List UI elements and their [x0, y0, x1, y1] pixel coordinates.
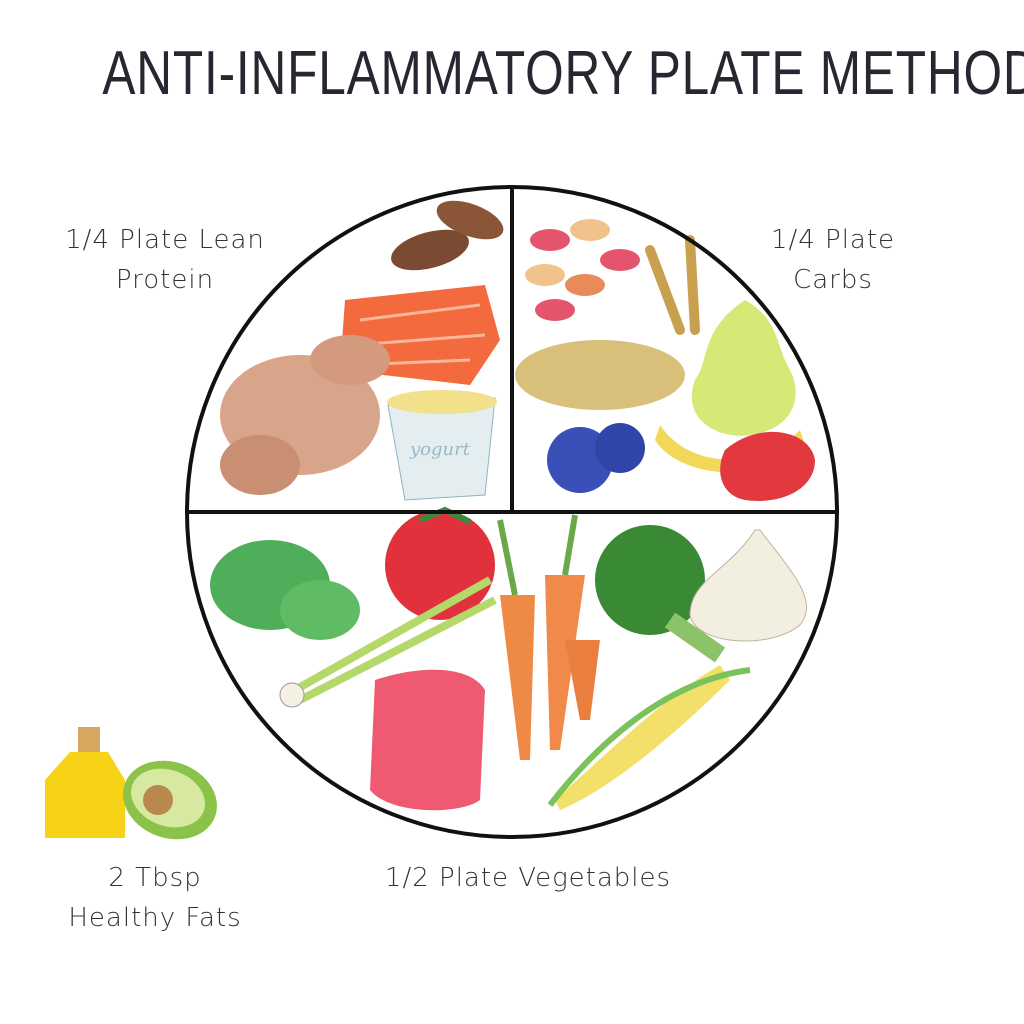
garlic-icon: [689, 529, 807, 642]
carbs-foods: [515, 219, 815, 501]
protein-label-line2: Protein: [115, 265, 215, 295]
bell-pepper-icon: [370, 669, 485, 811]
carbs-label: 1/4 Plate Carbs: [733, 220, 933, 300]
strawberry-icon: [720, 431, 815, 501]
fats-foods: [45, 727, 217, 840]
beans-icon: [525, 219, 640, 321]
protein-label-line1: 1/4 Plate Lean: [65, 225, 265, 255]
vegetable-foods: [210, 506, 807, 811]
yogurt-icon: yogurt: [387, 390, 497, 501]
avocado-icon: [123, 760, 217, 840]
tomato-icon: [385, 506, 495, 620]
pear-icon: [691, 300, 796, 436]
fats-label-line1: 2 Tbsp: [108, 863, 202, 893]
spinach-icon: [210, 540, 360, 640]
chicken-icon: [220, 335, 390, 495]
fats-label-line2: Healthy Fats: [68, 903, 242, 933]
fats-label: 2 Tbsp Healthy Fats: [40, 858, 270, 938]
wheat-icon: [645, 235, 700, 335]
carrot-icon: [497, 514, 600, 760]
olive-oil-icon: [45, 727, 125, 838]
almonds-icon: [391, 200, 504, 271]
blueberries-icon: [547, 423, 645, 493]
carbs-label-line2: Carbs: [793, 265, 873, 295]
vegetables-label: 1/2 Plate Vegetables: [384, 863, 672, 893]
protein-foods: yogurt: [220, 200, 504, 501]
yogurt-lettering: yogurt: [409, 439, 471, 460]
broccoli-icon: [595, 525, 726, 663]
oats-icon: [515, 340, 685, 410]
page-title: ANTI-INFLAMMATORY PLATE METHOD: [102, 39, 1024, 108]
scallion-icon: [279, 576, 497, 708]
carbs-label-line1: 1/4 Plate: [770, 225, 896, 255]
protein-label: 1/4 Plate Lean Protein: [40, 220, 290, 300]
corn-icon: [547, 665, 751, 810]
